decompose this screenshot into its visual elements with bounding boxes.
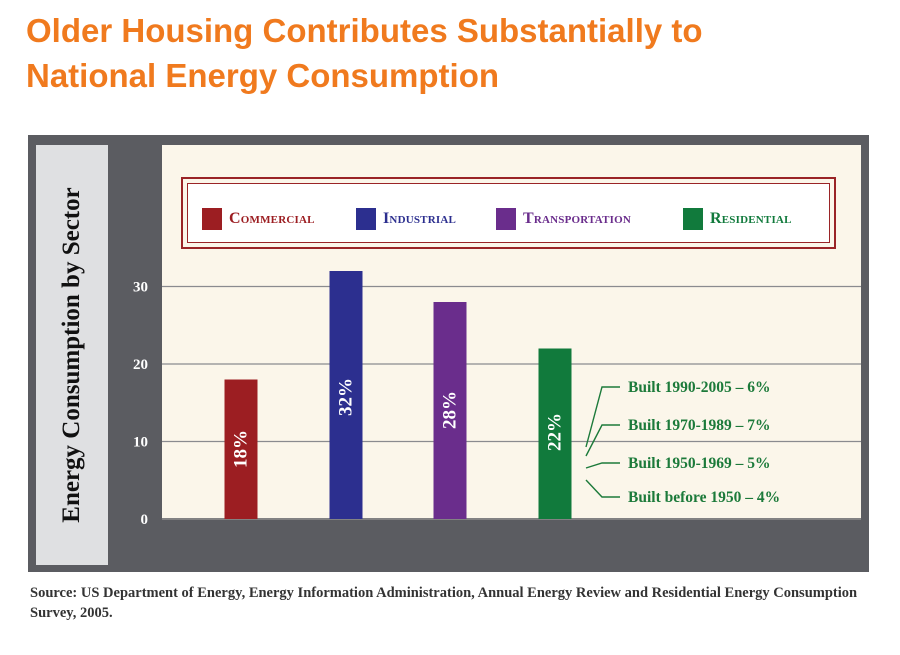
breakdown-label-0: Built 1990-2005 – 6% [628, 379, 771, 396]
bar-residential [538, 348, 572, 519]
bar-industrial [329, 271, 363, 519]
legend-label-transportation: Transportation [523, 210, 632, 227]
y-tick-label-20: 20 [133, 357, 148, 373]
y-tick-label-10: 10 [133, 435, 148, 451]
legend-label-commercial: Commercial [229, 210, 315, 227]
breakdown-label-3: Built before 1950 – 4% [628, 489, 780, 506]
breakdown-label-2: Built 1950-1969 – 5% [628, 455, 771, 472]
legend-label-industrial: Industrial [383, 210, 457, 227]
bar-label-residential: 22% [545, 413, 566, 451]
breakdown-connector-3 [585, 479, 620, 498]
y-tick-label-30: 30 [133, 280, 148, 296]
legend-inner: Commercial Industrial Transportation Res… [187, 183, 830, 243]
chart-title: Older Housing Contributes Substantially … [26, 8, 886, 98]
chart-title-line-1: Older Housing Contributes Substantially … [26, 12, 703, 49]
breakdown-label-1: Built 1970-1989 – 7% [628, 417, 771, 434]
bar-label-commercial: 18% [231, 430, 252, 468]
bar-transportation [433, 302, 467, 519]
legend-label-residential: Residential [710, 210, 792, 227]
bar-label-transportation: 28% [440, 391, 461, 429]
legend-swatch-industrial [356, 208, 376, 230]
bar-commercial [224, 379, 258, 519]
legend-swatch-commercial [202, 208, 222, 230]
source-note: Source: US Department of Energy, Energy … [30, 585, 858, 621]
chart-title-line-2: National Energy Consumption [26, 57, 500, 94]
legend-swatch-residential [683, 208, 703, 230]
legend: Commercial Industrial Transportation Res… [181, 177, 836, 249]
breakdown-connector-1 [585, 424, 620, 457]
bar-label-industrial: 32% [336, 378, 357, 416]
y-axis-label-box [36, 145, 108, 565]
breakdown-connector-0 [585, 386, 620, 448]
y-tick-label-0: 0 [141, 512, 149, 528]
breakdown-connector-2 [585, 462, 620, 469]
legend-swatch-transportation [496, 208, 516, 230]
